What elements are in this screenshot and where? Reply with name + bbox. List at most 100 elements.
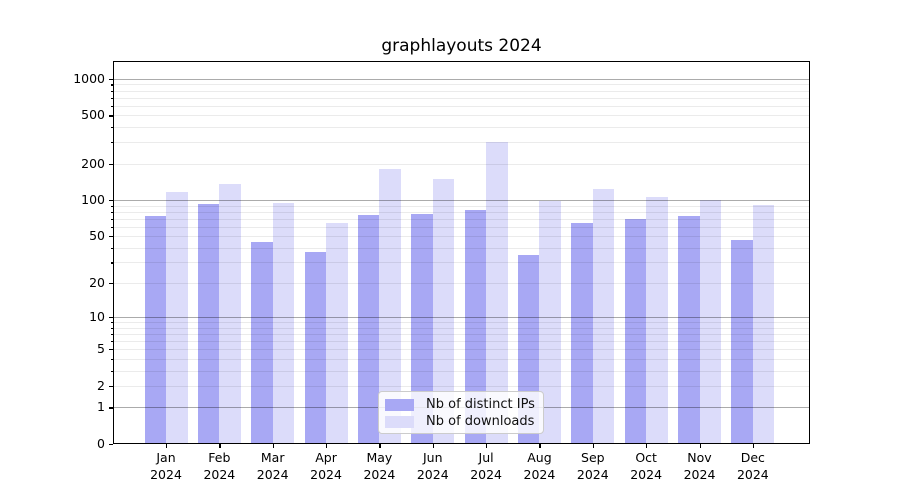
bar-ips-sep bbox=[571, 223, 593, 444]
y-axis-tick-label: 500 bbox=[81, 107, 105, 123]
y-minor-tick bbox=[110, 90, 113, 92]
x-axis-tick-label: Jul 2024 bbox=[454, 450, 518, 483]
x-tick-month: Jul bbox=[478, 450, 494, 465]
bar-downloads-feb bbox=[219, 183, 241, 444]
x-axis-tick-label: Aug 2024 bbox=[507, 450, 571, 483]
x-tick-year: 2024 bbox=[576, 466, 609, 482]
y-tick bbox=[109, 385, 113, 388]
legend-swatch-downloads bbox=[385, 415, 414, 428]
x-tick-year: 2024 bbox=[683, 466, 716, 482]
y-minor-tick bbox=[110, 247, 113, 249]
y-tick bbox=[109, 115, 113, 117]
y-tick bbox=[109, 349, 113, 351]
y-tick bbox=[109, 163, 113, 165]
x-tick-year: 2024 bbox=[630, 466, 663, 482]
x-tick bbox=[539, 444, 541, 448]
bar-downloads-jun bbox=[432, 179, 455, 444]
y-tick bbox=[109, 317, 113, 319]
y-axis-tick-label: 10 bbox=[89, 309, 105, 325]
bar-ips-mar bbox=[251, 241, 273, 444]
plot-area: Nb of distinct IPs Nb of downloads bbox=[113, 61, 810, 444]
x-tick-month: Dec bbox=[740, 450, 765, 465]
x-axis-tick-label: Jun 2024 bbox=[401, 450, 465, 483]
x-axis-tick-label: Nov 2024 bbox=[668, 450, 732, 483]
x-axis-tick-label: Jan 2024 bbox=[134, 450, 198, 483]
y-tick bbox=[109, 283, 113, 285]
y-minor-tick bbox=[110, 262, 113, 264]
x-tick bbox=[272, 444, 274, 448]
y-minor-tick bbox=[110, 334, 113, 336]
bar-downloads-sep bbox=[592, 188, 615, 444]
x-tick-year: 2024 bbox=[523, 466, 556, 482]
y-tick bbox=[109, 407, 113, 409]
y-minor-tick bbox=[110, 205, 113, 207]
y-axis-tick-label: 0 bbox=[97, 436, 105, 451]
x-tick-year: 2024 bbox=[150, 466, 182, 482]
x-tick-year: 2024 bbox=[470, 466, 502, 482]
x-tick bbox=[486, 444, 488, 448]
x-tick bbox=[646, 444, 648, 448]
x-axis-tick-label: Oct 2024 bbox=[614, 450, 678, 483]
x-axis-tick-label: Apr 2024 bbox=[294, 450, 358, 483]
bar-ips-jan bbox=[144, 216, 166, 444]
x-tick bbox=[752, 444, 755, 448]
y-tick bbox=[109, 200, 113, 202]
legend-label-downloads: Nb of downloads bbox=[426, 414, 535, 429]
bars-layer bbox=[113, 61, 810, 444]
legend-label-distinct-ips: Nb of distinct IPs bbox=[426, 397, 535, 412]
bar-ips-nov bbox=[678, 215, 700, 444]
x-tick-month: Aug bbox=[527, 450, 552, 465]
x-tick bbox=[699, 444, 701, 448]
x-tick bbox=[219, 444, 221, 448]
y-minor-tick bbox=[110, 226, 113, 228]
x-axis-tick-label: Sep 2024 bbox=[561, 450, 625, 483]
bar-downloads-may bbox=[379, 169, 401, 444]
x-tick-month: Oct bbox=[635, 450, 657, 465]
y-minor-tick bbox=[110, 211, 113, 213]
y-minor-tick bbox=[110, 370, 113, 372]
y-minor-tick bbox=[110, 97, 113, 99]
y-minor-tick bbox=[110, 327, 113, 330]
y-minor-tick bbox=[110, 218, 113, 220]
y-minor-tick bbox=[110, 127, 113, 129]
y-axis-tick-label: 1 bbox=[97, 399, 105, 415]
x-tick-month: Nov bbox=[687, 450, 712, 465]
x-axis-tick-label: Mar 2024 bbox=[241, 450, 305, 483]
y-minor-tick bbox=[110, 105, 113, 107]
x-tick-month: May bbox=[366, 450, 393, 465]
legend-item-distinct-ips: Nb of distinct IPs bbox=[385, 397, 535, 412]
x-tick bbox=[326, 444, 328, 448]
y-minor-tick bbox=[110, 142, 113, 144]
y-tick bbox=[109, 78, 113, 80]
y-axis-tick-label: 100 bbox=[81, 192, 105, 208]
y-minor-tick bbox=[110, 341, 113, 343]
bar-ips-jun bbox=[411, 213, 433, 444]
legend: Nb of distinct IPs Nb of downloads bbox=[378, 391, 544, 434]
bar-downloads-aug bbox=[539, 200, 561, 444]
x-axis-tick-label: Dec 2024 bbox=[721, 450, 785, 483]
x-tick-year: 2024 bbox=[310, 466, 342, 482]
x-tick-year: 2024 bbox=[256, 466, 289, 482]
bar-downloads-dec bbox=[752, 204, 775, 444]
x-tick bbox=[379, 444, 381, 448]
x-tick-month: Jan bbox=[156, 450, 176, 465]
x-tick-month: Jun bbox=[422, 450, 443, 465]
y-minor-tick bbox=[110, 358, 113, 361]
y-axis-tick-label: 5 bbox=[97, 341, 105, 357]
bar-downloads-oct bbox=[646, 196, 668, 444]
bar-ips-may bbox=[357, 215, 380, 444]
bar-downloads-mar bbox=[272, 202, 295, 444]
x-tick-year: 2024 bbox=[736, 466, 769, 482]
y-tick bbox=[109, 236, 113, 238]
x-tick-month: Sep bbox=[581, 450, 605, 465]
legend-swatch-distinct-ips bbox=[385, 398, 414, 411]
bar-downloads-nov bbox=[699, 199, 721, 444]
bar-ips-jul bbox=[464, 209, 487, 444]
x-axis-tick-label: May 2024 bbox=[347, 450, 411, 483]
bar-ips-oct bbox=[624, 219, 647, 444]
y-axis-tick-label: 2 bbox=[97, 377, 105, 393]
x-tick bbox=[592, 444, 594, 448]
x-tick-month: Feb bbox=[208, 450, 231, 465]
bar-downloads-jan bbox=[166, 192, 188, 444]
